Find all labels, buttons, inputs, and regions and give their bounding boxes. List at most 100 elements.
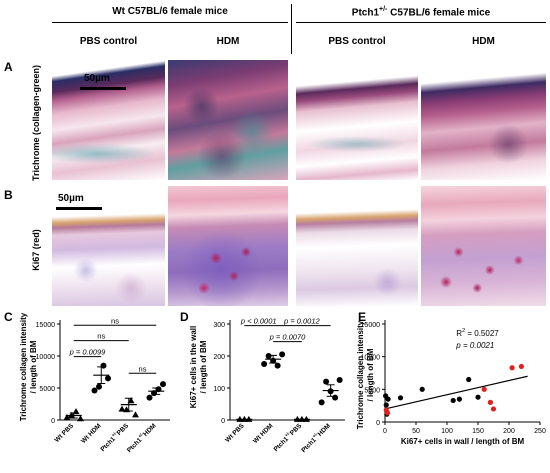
- chart-e-x-label: Ki67+ cells in wall / length of BM: [401, 437, 525, 446]
- chart-c-category-sup: +/-: [111, 430, 119, 438]
- chart-e-point-black: [456, 396, 462, 402]
- scale-label-row-b: 50µm: [58, 193, 84, 204]
- chart-c-y-label: Trichrome collagen intensity/ length of …: [19, 312, 38, 421]
- chart-c-data-point: [146, 394, 153, 401]
- chart-d-category-tail: HDM: [317, 422, 332, 437]
- chart-c-y-tick-label: 0: [51, 418, 55, 425]
- row-label-ki67: Ki67 (red): [31, 229, 41, 271]
- chart-d-y-label-line: Ki67+ cells in the wall: [189, 326, 198, 408]
- chart-d-significance-label: p = 0.0070: [269, 333, 306, 342]
- chart-c-y-tick-label: 15000: [36, 322, 56, 329]
- header-divider: [291, 4, 292, 54]
- panel-letter-e: E: [358, 310, 367, 324]
- chart-e-y-tick-label: 15000: [361, 322, 381, 329]
- chart-d-y-label-line: / length of BM: [199, 340, 208, 393]
- chart-c-category-main: Wt PBS: [54, 422, 76, 444]
- micrograph-trichrome-ptch-hdm: [421, 60, 546, 180]
- chart-e-point-black: [385, 396, 391, 402]
- micrograph-ki67-wt-hdm: [168, 186, 288, 306]
- chart-e-point-black: [450, 397, 456, 404]
- chart-c-y-label-line: Trichrome collagen intensity: [19, 312, 28, 421]
- panel-letter-c: C: [4, 310, 13, 324]
- scale-bar-row-b: [56, 207, 102, 210]
- condition-label-ptch-hdm: HDM: [472, 36, 495, 47]
- chart-d-data-point: [274, 362, 281, 369]
- chart-d-y-tick-label: 0: [221, 418, 225, 425]
- chart-c-data-point: [96, 383, 102, 390]
- chart-e-x-tick-label: 50: [412, 428, 420, 435]
- micrograph-trichrome-wt-pbs: [52, 60, 165, 180]
- chart-d-y-label: Ki67+ cells in the wall/ length of BM: [189, 326, 208, 408]
- chart-c-category-label: Wt HDM: [80, 422, 103, 445]
- chart-d-category-label: Ptch1+/-PBS: [271, 421, 304, 454]
- chart-c-data-point: [77, 415, 84, 422]
- chart-e-x-tick-label: 0: [383, 428, 387, 435]
- chart-e-y-label-line: Trichrome collagen intensity: [356, 320, 365, 429]
- chart-d-category-label: Wt PBS: [224, 422, 246, 444]
- chart-c-significance-label: ns: [97, 332, 105, 341]
- chart-d-data-point: [332, 394, 339, 401]
- micrograph-ki67-ptch-pbs: [296, 186, 418, 306]
- chart-e-point-black: [419, 386, 425, 392]
- chart-c-data-point: [63, 413, 71, 420]
- chart-d-category-sup: +/-: [311, 431, 319, 439]
- chart-d-data-point: [323, 378, 330, 385]
- chart-e-r-squared: R2 = 0.5027: [456, 328, 499, 338]
- chart-c-category-tail: PBS: [116, 422, 131, 437]
- chart-d-category-tail: PBS: [289, 422, 304, 437]
- chart-e-point-red: [518, 363, 524, 370]
- chart-e-point-red: [490, 406, 497, 412]
- chart-d-data-point: [318, 399, 325, 406]
- panel-letter-b: B: [4, 188, 13, 202]
- chart-d-category-main: Wt PBS: [224, 422, 246, 444]
- chart-e-y-label: Trichrome collagen intensity/ length of …: [356, 320, 375, 429]
- chart-c-data-point: [132, 411, 139, 418]
- chart-e-y-tick-label: 10000: [361, 355, 381, 362]
- condition-label-wt-pbs: PBS control: [79, 36, 138, 47]
- micrograph-ki67-ptch-hdm: [421, 186, 546, 306]
- chart-c-y-label-line: / length of BM: [29, 340, 38, 393]
- scale-bar-row-a: [80, 87, 126, 90]
- panel-letter-d: D: [180, 310, 189, 324]
- chart-e-point-black: [397, 395, 404, 401]
- chart-e-r-letter: R: [456, 329, 462, 338]
- ptch1-group-suffix: C57BL/6 female mice: [387, 7, 491, 19]
- micrograph-trichrome-ptch-pbs: [296, 60, 418, 180]
- chart-e-y-label-line: / length of BM: [366, 348, 375, 401]
- chart-c-data-point: [91, 387, 98, 394]
- chart-c-category-label: Wt PBS: [54, 422, 76, 444]
- chart-e-x-tick-label: 150: [472, 428, 484, 435]
- chart-d-y-tick-label: 200: [213, 354, 225, 361]
- chart-c-category-main: Ptch1: [99, 435, 117, 453]
- chart-c-significance-label: ns: [139, 364, 147, 373]
- header-rule-right: [296, 22, 546, 23]
- chart-e-fit-line: [384, 375, 528, 410]
- chart-e-r-value: = 0.5027: [465, 329, 499, 338]
- chart-c-category-label: Ptch1+/-HDM: [124, 421, 157, 454]
- chart-d-data-point: [279, 351, 286, 358]
- micrograph-ki67-wt-pbs: [52, 186, 165, 306]
- ptch1-group-sup: +/-: [379, 6, 388, 13]
- chart-c-category-tail: HDM: [142, 422, 157, 437]
- chart-c-significance-label: p = 0.0099: [69, 348, 106, 357]
- chart-d-y-tick-label: 300: [213, 322, 225, 329]
- chart-e-y-tick-label: 5000: [364, 387, 380, 394]
- chart-d-category-label: Wt HDM: [252, 422, 275, 445]
- chart-c-y-tick-label: 5000: [39, 386, 55, 393]
- header-rule-left: [52, 22, 288, 23]
- chart-e-correlation: 0 5000 10000 15000 0 50 100 150 200 250 Ki67+ cell…: [356, 320, 546, 446]
- chart-d-category-main: Ptch1: [273, 435, 291, 453]
- chart-d-category-main: Wt HDM: [252, 422, 275, 445]
- chart-c-data-point: [105, 375, 111, 382]
- chart-e-y-tick-label: 0: [376, 420, 380, 427]
- chart-e-x-tick-label: 200: [503, 428, 515, 435]
- row-label-trichrome: Trichrome (collagen-green): [31, 64, 41, 182]
- chart-c-significance-label: ns: [111, 316, 119, 325]
- chart-e-x-tick-label: 250: [534, 428, 546, 435]
- chart-e-point-black: [466, 376, 472, 383]
- chart-e-point-red: [384, 410, 391, 416]
- chart-e-r-sup: 2: [462, 328, 465, 334]
- ptch1-group-prefix: Ptch1: [351, 7, 380, 19]
- chart-e-x-tick-label: 100: [441, 428, 453, 435]
